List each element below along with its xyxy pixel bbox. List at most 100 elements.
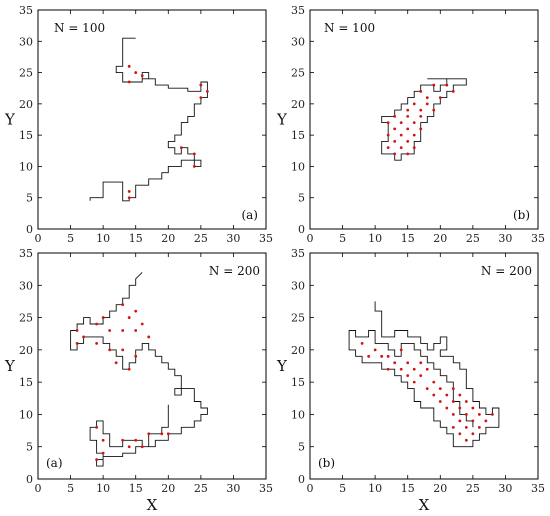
n-annotation: N = 100 <box>324 21 375 35</box>
y-tick-label: 20 <box>291 344 305 357</box>
site-marker <box>75 342 79 345</box>
x-tick-label: 25 <box>466 232 480 245</box>
site-marker <box>386 354 390 358</box>
site-marker <box>127 445 131 449</box>
x-tick-label: 15 <box>401 232 415 245</box>
site-marker <box>419 127 423 131</box>
site-marker <box>464 438 468 442</box>
panel-tag: (b) <box>513 208 530 222</box>
site-marker <box>134 329 138 332</box>
plot-frame <box>309 9 539 230</box>
x-tick-label: 35 <box>531 232 545 245</box>
site-marker <box>419 114 423 118</box>
site-marker <box>464 400 468 403</box>
site-marker <box>101 316 105 319</box>
site-marker <box>451 425 455 429</box>
site-marker <box>491 413 494 416</box>
site-marker <box>412 380 416 384</box>
site-marker <box>484 419 488 423</box>
x-tick-label: 5 <box>339 232 346 245</box>
panel-tag: (a) <box>46 456 63 470</box>
y-tick-label: 10 <box>19 160 33 173</box>
y-tick-label: 15 <box>291 129 305 142</box>
site-marker <box>127 367 131 371</box>
site-marker <box>412 102 416 106</box>
y-tick-label: 20 <box>19 344 33 357</box>
site-marker <box>108 348 112 352</box>
site-marker <box>205 89 209 93</box>
site-marker <box>199 96 203 99</box>
site-marker <box>458 432 462 436</box>
site-marker <box>399 133 403 137</box>
site-marker <box>406 152 410 156</box>
site-marker <box>438 387 442 390</box>
plot-frame <box>309 252 539 480</box>
walk-path <box>89 37 208 202</box>
site-marker <box>127 196 131 200</box>
site-marker <box>412 146 416 150</box>
y-tick-label: 0 <box>26 473 33 486</box>
y-tick-label: 5 <box>26 192 33 205</box>
x-tick-label: 10 <box>368 482 382 495</box>
y-tick-label: 15 <box>291 376 305 389</box>
chart-panel-3: 0 5 10 15 20 25 30 35 0 5 10 15 20 25 30 35 Y X N = 200 (a) <box>4 247 273 514</box>
site-marker <box>134 309 138 313</box>
x-tick-label: 10 <box>96 482 110 495</box>
site-marker <box>386 367 390 371</box>
site-marker <box>95 342 99 345</box>
x-tick-label: 20 <box>161 482 175 495</box>
site-marker <box>121 348 125 352</box>
site-marker <box>419 361 423 365</box>
site-marker <box>95 458 99 462</box>
y-tick-label: 25 <box>291 67 305 80</box>
site-marker <box>464 413 468 416</box>
site-marker <box>101 438 105 442</box>
y-tick-label: 35 <box>291 247 305 260</box>
site-marker <box>121 438 125 442</box>
site-marker <box>412 367 416 371</box>
site-marker <box>406 108 410 112</box>
x-tick-label: 10 <box>368 232 382 245</box>
x-tick-label: 5 <box>67 482 74 495</box>
site-marker <box>179 146 183 150</box>
site-marker <box>82 335 85 339</box>
site-marker <box>134 71 138 74</box>
chart-panel-2: 0 5 10 15 20 25 30 35 0 5 10 15 20 25 30 35 Y N = 100 (b) <box>276 4 545 245</box>
site-marker <box>477 425 481 429</box>
y-tick-label: 10 <box>19 408 33 421</box>
chart-panel-1: 0 5 10 15 20 25 30 35 0 5 10 15 20 25 30 35 Y N = 100 (a) <box>4 4 273 245</box>
site-marker <box>199 83 203 87</box>
x-tick-label: 30 <box>498 232 512 245</box>
site-marker <box>438 96 442 99</box>
site-marker <box>95 425 99 429</box>
site-marker <box>360 342 364 345</box>
x-tick-label: 0 <box>35 232 42 245</box>
plot-frame <box>37 252 267 480</box>
panel-tag: (a) <box>241 208 258 222</box>
x-tick-label: 0 <box>307 482 314 495</box>
x-tick-label: 0 <box>307 232 314 245</box>
y-axis-title: Y <box>276 111 288 129</box>
site-marker <box>393 361 397 365</box>
site-marker <box>108 329 112 332</box>
x-tick-label: 20 <box>161 232 175 245</box>
site-marker <box>166 432 170 436</box>
y-tick-label: 25 <box>19 67 33 80</box>
y-tick-label: 15 <box>19 376 33 389</box>
x-tick-label: 35 <box>259 482 273 495</box>
site-marker <box>471 406 475 410</box>
site-marker <box>425 102 429 106</box>
site-marker <box>127 316 131 319</box>
site-marker <box>406 114 410 118</box>
site-marker <box>127 80 131 84</box>
site-marker <box>477 413 481 416</box>
site-marker <box>471 432 475 436</box>
site-marker <box>127 190 131 193</box>
site-marker <box>432 393 436 397</box>
site-marker <box>471 419 475 423</box>
y-tick-label: 0 <box>298 223 305 236</box>
y-tick-label: 30 <box>291 35 305 48</box>
x-tick-label: 15 <box>401 482 415 495</box>
y-tick-label: 5 <box>298 192 305 205</box>
